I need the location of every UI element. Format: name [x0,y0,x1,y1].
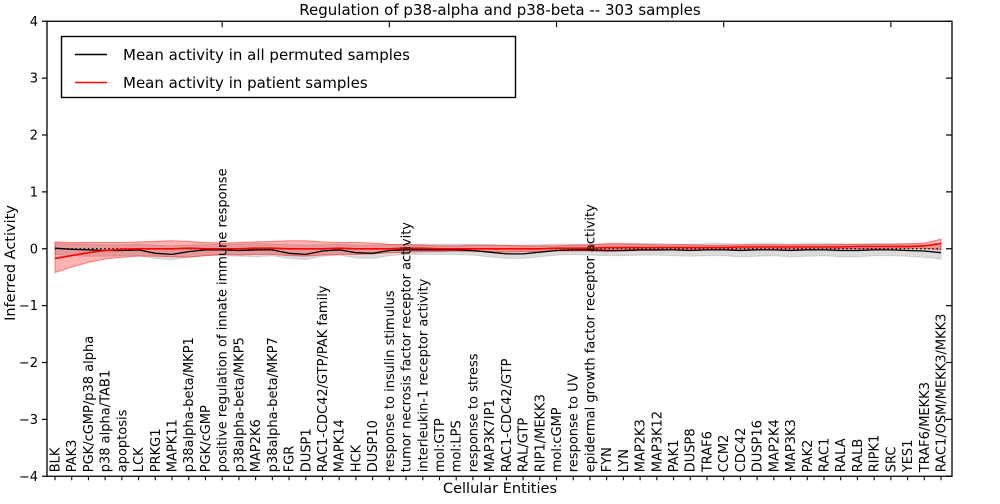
x-tick-label: PAK3 [65,440,80,473]
x-tick-labels: BLK PAK3 PGK/cGMP/p38 alpha p38 alpha/TAB1 a… [49,168,950,473]
legend: Mean activity in all permuted samples Me… [60,35,517,99]
x-tick-label: TRAF6/MEKK3 [918,382,933,473]
x-tick-label: BLK [49,447,64,472]
x-tick-label: p38alpha-beta/MKP7 [266,337,281,472]
chart-title: Regulation of p38-alpha and p38-beta -- … [299,1,701,19]
x-tick-label: interleukin-1 receptor activity [416,278,431,472]
x-tick-label: mol:cGMP [550,407,565,472]
x-tick-label: mol:LPS [450,420,465,472]
x-tick-label: DUSP16 [751,420,766,472]
x-axis-title: Cellular Entities [443,481,557,497]
x-tick-label: MAP2K3 [634,419,649,472]
x-tick-label: PAK1 [667,440,682,473]
x-tick-label: TRAF6 [701,431,716,473]
x-tick-label: RIP1/MEKK3 [533,394,548,472]
x-tick-label: epidermal growth factor receptor activit… [583,204,598,472]
x-tick-label: HCK [349,444,364,472]
x-tick-label: positive regulation of innate immune res… [216,168,231,472]
x-tick-label: p38alpha-beta/MKP5 [232,337,247,472]
y-tick-label: 3 [30,72,38,87]
x-tick-label: RALB [851,439,866,473]
x-tick-label: MAP2K4 [767,419,782,472]
x-tick-label: FGR [283,446,298,473]
x-tick-label: MAPK14 [333,419,348,472]
x-tick-label: p38 alpha/TAB1 [99,370,114,472]
x-tick-label: MAP3K3 [784,419,799,472]
y-tick-label: −1 [19,299,38,314]
series-lines [54,242,942,260]
y-tick-label: −2 [19,356,38,371]
x-tick-label: DUSP8 [684,428,699,472]
permuted-mean-line [54,247,942,256]
x-tick-label: response to stress [466,353,481,472]
y-tick-label: 2 [30,129,38,144]
x-tick-label: DUSP10 [366,420,381,472]
x-tick-label: MAP2K6 [249,419,264,472]
legend-box [60,35,517,99]
x-tick-label: apoptosis [115,409,130,472]
x-tick-label: RAC1/OSM/MEKK3/MKK3 [935,314,950,473]
x-tick-label: RALA [834,438,849,472]
x-tick-label: RAL/GTP [517,418,532,473]
x-tick-label: p38alpha-beta/MKP1 [182,337,197,472]
x-tick-label: LYN [617,449,632,472]
x-tick-label: tumor necrosis factor receptor activity [400,222,415,473]
y-tick-labels: −4 −3 −2 −1 0 1 2 3 4 [19,15,38,485]
patient-mean-line [54,242,942,260]
x-tick-label: MAP3K7IP1 [483,399,498,472]
y-tick-label: −3 [19,413,38,428]
x-tick-label: CCM2 [717,435,732,473]
y-tick-label: 0 [30,242,38,257]
x-tick-label: response to UV [567,373,582,472]
x-tick-label: PAK2 [801,440,816,473]
axis-ticks [42,20,952,481]
x-tick-label: mol:GTP [433,418,448,472]
x-tick-label: PGK/cGMP/p38 alpha [82,336,97,472]
x-tick-label: PRKG1 [149,429,164,473]
legend-label-permuted-samples: Mean activity in all permuted samples [123,46,410,64]
x-tick-label: SRC [884,447,899,473]
legend-label-patient-samples: Mean activity in patient samples [123,74,368,92]
x-tick-label: RIPK1 [868,435,883,473]
x-tick-label: response to insulin stimulus [383,290,398,472]
x-tick-label: DUSP1 [299,428,314,472]
x-tick-label: CDC42 [734,428,749,473]
x-tick-label: YES1 [901,440,916,474]
x-tick-label: PGK/cGMP [199,405,214,472]
x-tick-label: MAPK11 [166,419,181,472]
x-tick-label: RAC1 [818,438,833,473]
x-tick-label: LCK [132,447,147,472]
y-tick-label: −4 [19,470,38,485]
x-tick-label: FYN [600,447,615,472]
x-tick-label: RAC1-CDC42/GTP [500,358,515,472]
y-tick-label: 4 [30,15,38,30]
x-tick-label: RAC1-CDC42/GTP/PAK family [316,285,331,472]
y-axis-title: Inferred Activity [3,205,19,321]
y-tick-label: 1 [30,185,38,200]
x-tick-label: MAP3K12 [650,411,665,472]
